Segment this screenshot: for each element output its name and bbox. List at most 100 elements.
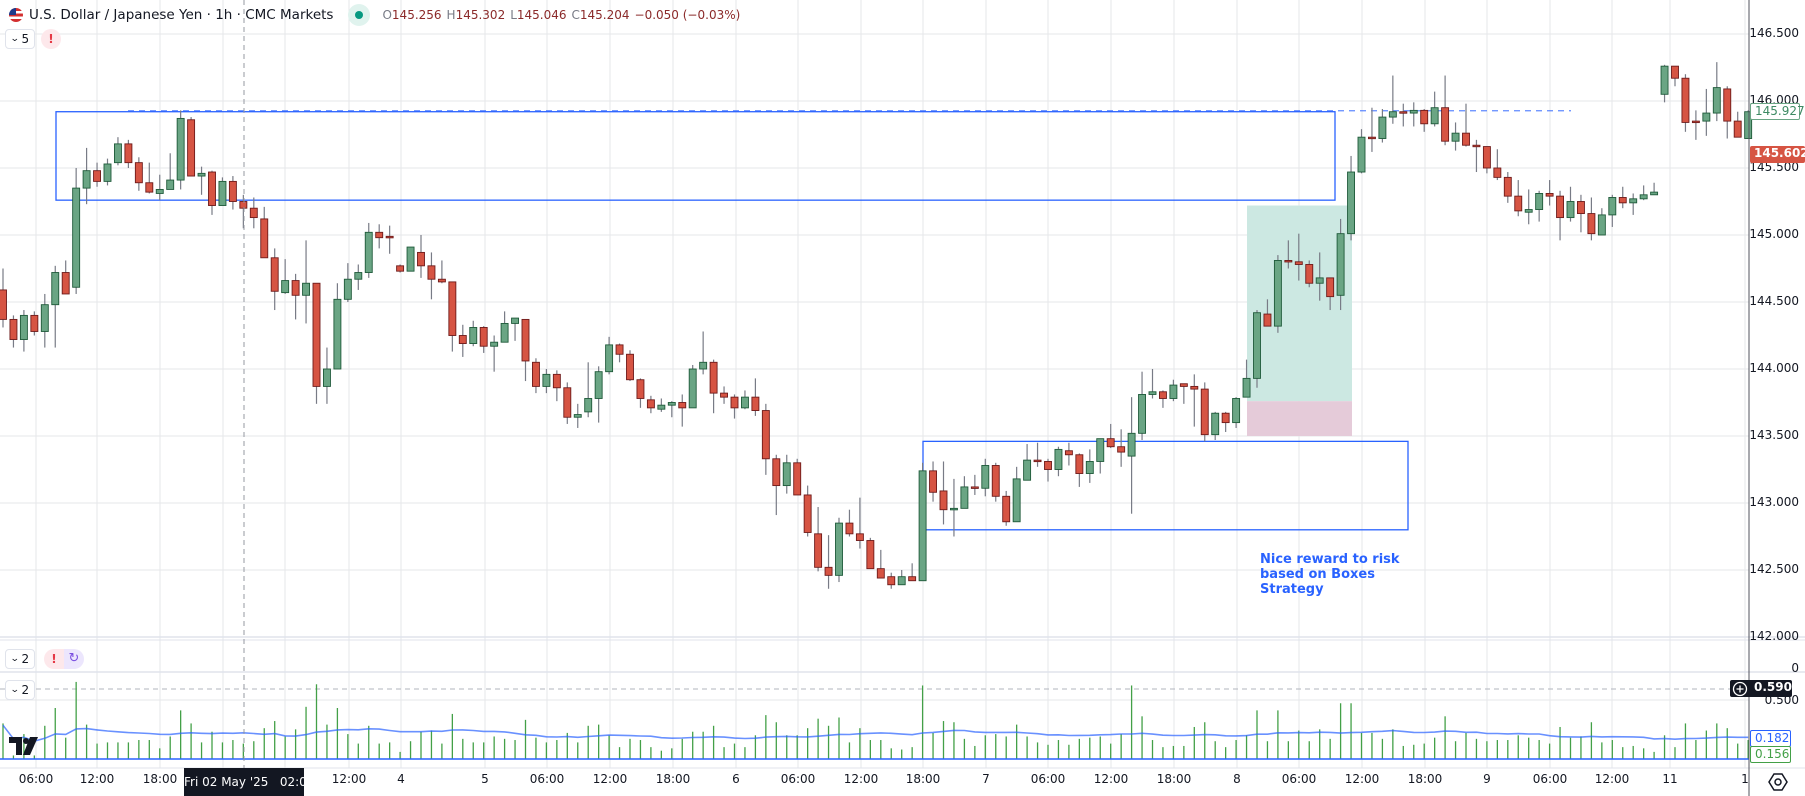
candle-body [1702, 112, 1711, 122]
market-open-dot-icon[interactable] [348, 4, 371, 26]
candle-body [751, 396, 760, 411]
candle [897, 570, 906, 586]
candle [751, 378, 760, 416]
candle-body [1409, 109, 1418, 114]
candle [19, 310, 28, 352]
candle-body [1681, 77, 1690, 123]
chart-settings-icon[interactable] [1768, 772, 1788, 792]
candle [918, 462, 927, 582]
candle [291, 273, 300, 320]
time-tick-label: 18:00 [1407, 772, 1443, 786]
candle-body [929, 470, 937, 493]
long-position-stop-zone [1247, 401, 1352, 436]
refresh-icon[interactable]: ↻ [64, 649, 84, 669]
candle-body [1723, 88, 1732, 122]
candle-body [1232, 398, 1241, 424]
candle [1117, 429, 1126, 467]
candle [1691, 110, 1700, 140]
price-tick-label: 142.500 [1749, 562, 1799, 576]
candle [1441, 75, 1450, 146]
candle-body [876, 568, 885, 579]
time-tick-label: 18:00 [1156, 772, 1192, 786]
candle-body [782, 462, 791, 487]
candle-body [667, 402, 676, 406]
symbol-title[interactable]: U.S. Dollar / Japanese Yen · 1h · CMC Ma… [29, 7, 334, 23]
candle-body [51, 272, 60, 306]
usd-jpy-flag-icon [9, 8, 23, 22]
candle [835, 517, 843, 583]
candle [688, 364, 697, 409]
candle-body [1608, 197, 1617, 216]
candle [1597, 208, 1606, 236]
candle-body [991, 465, 1000, 497]
candle-body [772, 458, 781, 487]
candle [1148, 369, 1157, 399]
candle [103, 158, 112, 186]
candle-body [134, 162, 143, 184]
candle [1681, 74, 1690, 132]
candle [939, 461, 948, 525]
candle [845, 509, 854, 537]
candle [1336, 218, 1345, 311]
chart-annotation-text[interactable]: Nice reward to risk based on Boxes Strat… [1260, 552, 1400, 597]
candle [511, 317, 519, 341]
candle [166, 153, 175, 190]
candle-body [981, 465, 990, 489]
candle-body [709, 361, 718, 394]
pane3-last-label: 0.156 [1750, 746, 1791, 763]
candle [1566, 186, 1575, 222]
candle-body [605, 344, 614, 373]
candle [793, 458, 802, 496]
add-plus-circle-icon[interactable] [1732, 681, 1748, 697]
candle [61, 260, 70, 295]
candle-body [646, 399, 655, 409]
candle-body [354, 272, 363, 280]
candle-body [918, 470, 927, 582]
candle [281, 259, 290, 294]
pane2-collapse-button[interactable]: ⌄ 2 [5, 649, 35, 669]
candle [1075, 453, 1084, 487]
candle [218, 177, 227, 206]
candle-body [657, 404, 666, 410]
pane3-collapse-button[interactable]: ⌄ 2 [5, 680, 35, 700]
candle [615, 343, 624, 363]
candle-body [1357, 136, 1366, 173]
candle-body [1545, 193, 1554, 197]
tradingview-logo-icon[interactable] [9, 737, 41, 755]
candle [134, 157, 143, 191]
candle-body [793, 462, 802, 496]
candle-body [1472, 144, 1481, 148]
candle [1639, 185, 1648, 201]
candle-body [1629, 198, 1638, 204]
candle [343, 263, 352, 302]
candle [646, 395, 655, 414]
candle-body [803, 494, 812, 533]
time-tick-label: 06:00 [18, 772, 54, 786]
candle-body [490, 341, 499, 347]
candle [876, 549, 885, 579]
candle [709, 359, 718, 414]
candle [1660, 64, 1669, 103]
candle [1420, 109, 1429, 132]
candle-body [40, 304, 49, 332]
candle-body [552, 373, 561, 389]
candle-body [950, 507, 958, 511]
candle-body [218, 180, 227, 206]
candle [500, 311, 509, 343]
candle [1357, 129, 1366, 174]
candle [1671, 65, 1679, 87]
candle [354, 264, 363, 290]
candle-body [1127, 432, 1136, 457]
candle-body [113, 143, 122, 164]
candle-body [584, 398, 593, 413]
candle [1367, 107, 1376, 152]
candle [803, 485, 812, 537]
candle [51, 265, 60, 348]
main-pane-alert-badge[interactable]: ! [41, 29, 61, 49]
indicator-layer [0, 681, 1749, 760]
candle-body [1273, 260, 1282, 327]
pane2-status-badge[interactable]: ! ↻ [44, 649, 84, 669]
main-pane-collapse-button[interactable]: ⌄ 5 [5, 29, 35, 49]
candle-body [824, 566, 833, 576]
